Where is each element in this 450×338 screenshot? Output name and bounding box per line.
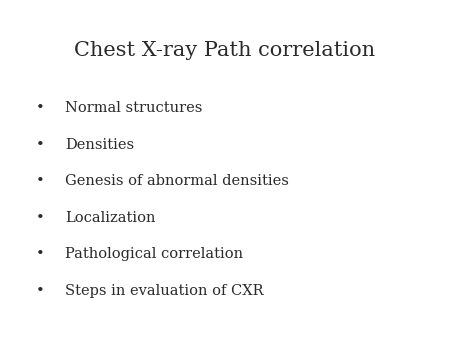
Text: •: • — [36, 211, 45, 225]
Text: Steps in evaluation of CXR: Steps in evaluation of CXR — [65, 284, 264, 298]
Text: •: • — [36, 247, 45, 261]
Text: Chest X-ray Path correlation: Chest X-ray Path correlation — [74, 41, 376, 59]
Text: Normal structures: Normal structures — [65, 101, 203, 115]
Text: Densities: Densities — [65, 138, 135, 152]
Text: Localization: Localization — [65, 211, 156, 225]
Text: Genesis of abnormal densities: Genesis of abnormal densities — [65, 174, 289, 188]
Text: •: • — [36, 138, 45, 152]
Text: •: • — [36, 101, 45, 115]
Text: •: • — [36, 174, 45, 188]
Text: •: • — [36, 284, 45, 298]
Text: Pathological correlation: Pathological correlation — [65, 247, 243, 261]
